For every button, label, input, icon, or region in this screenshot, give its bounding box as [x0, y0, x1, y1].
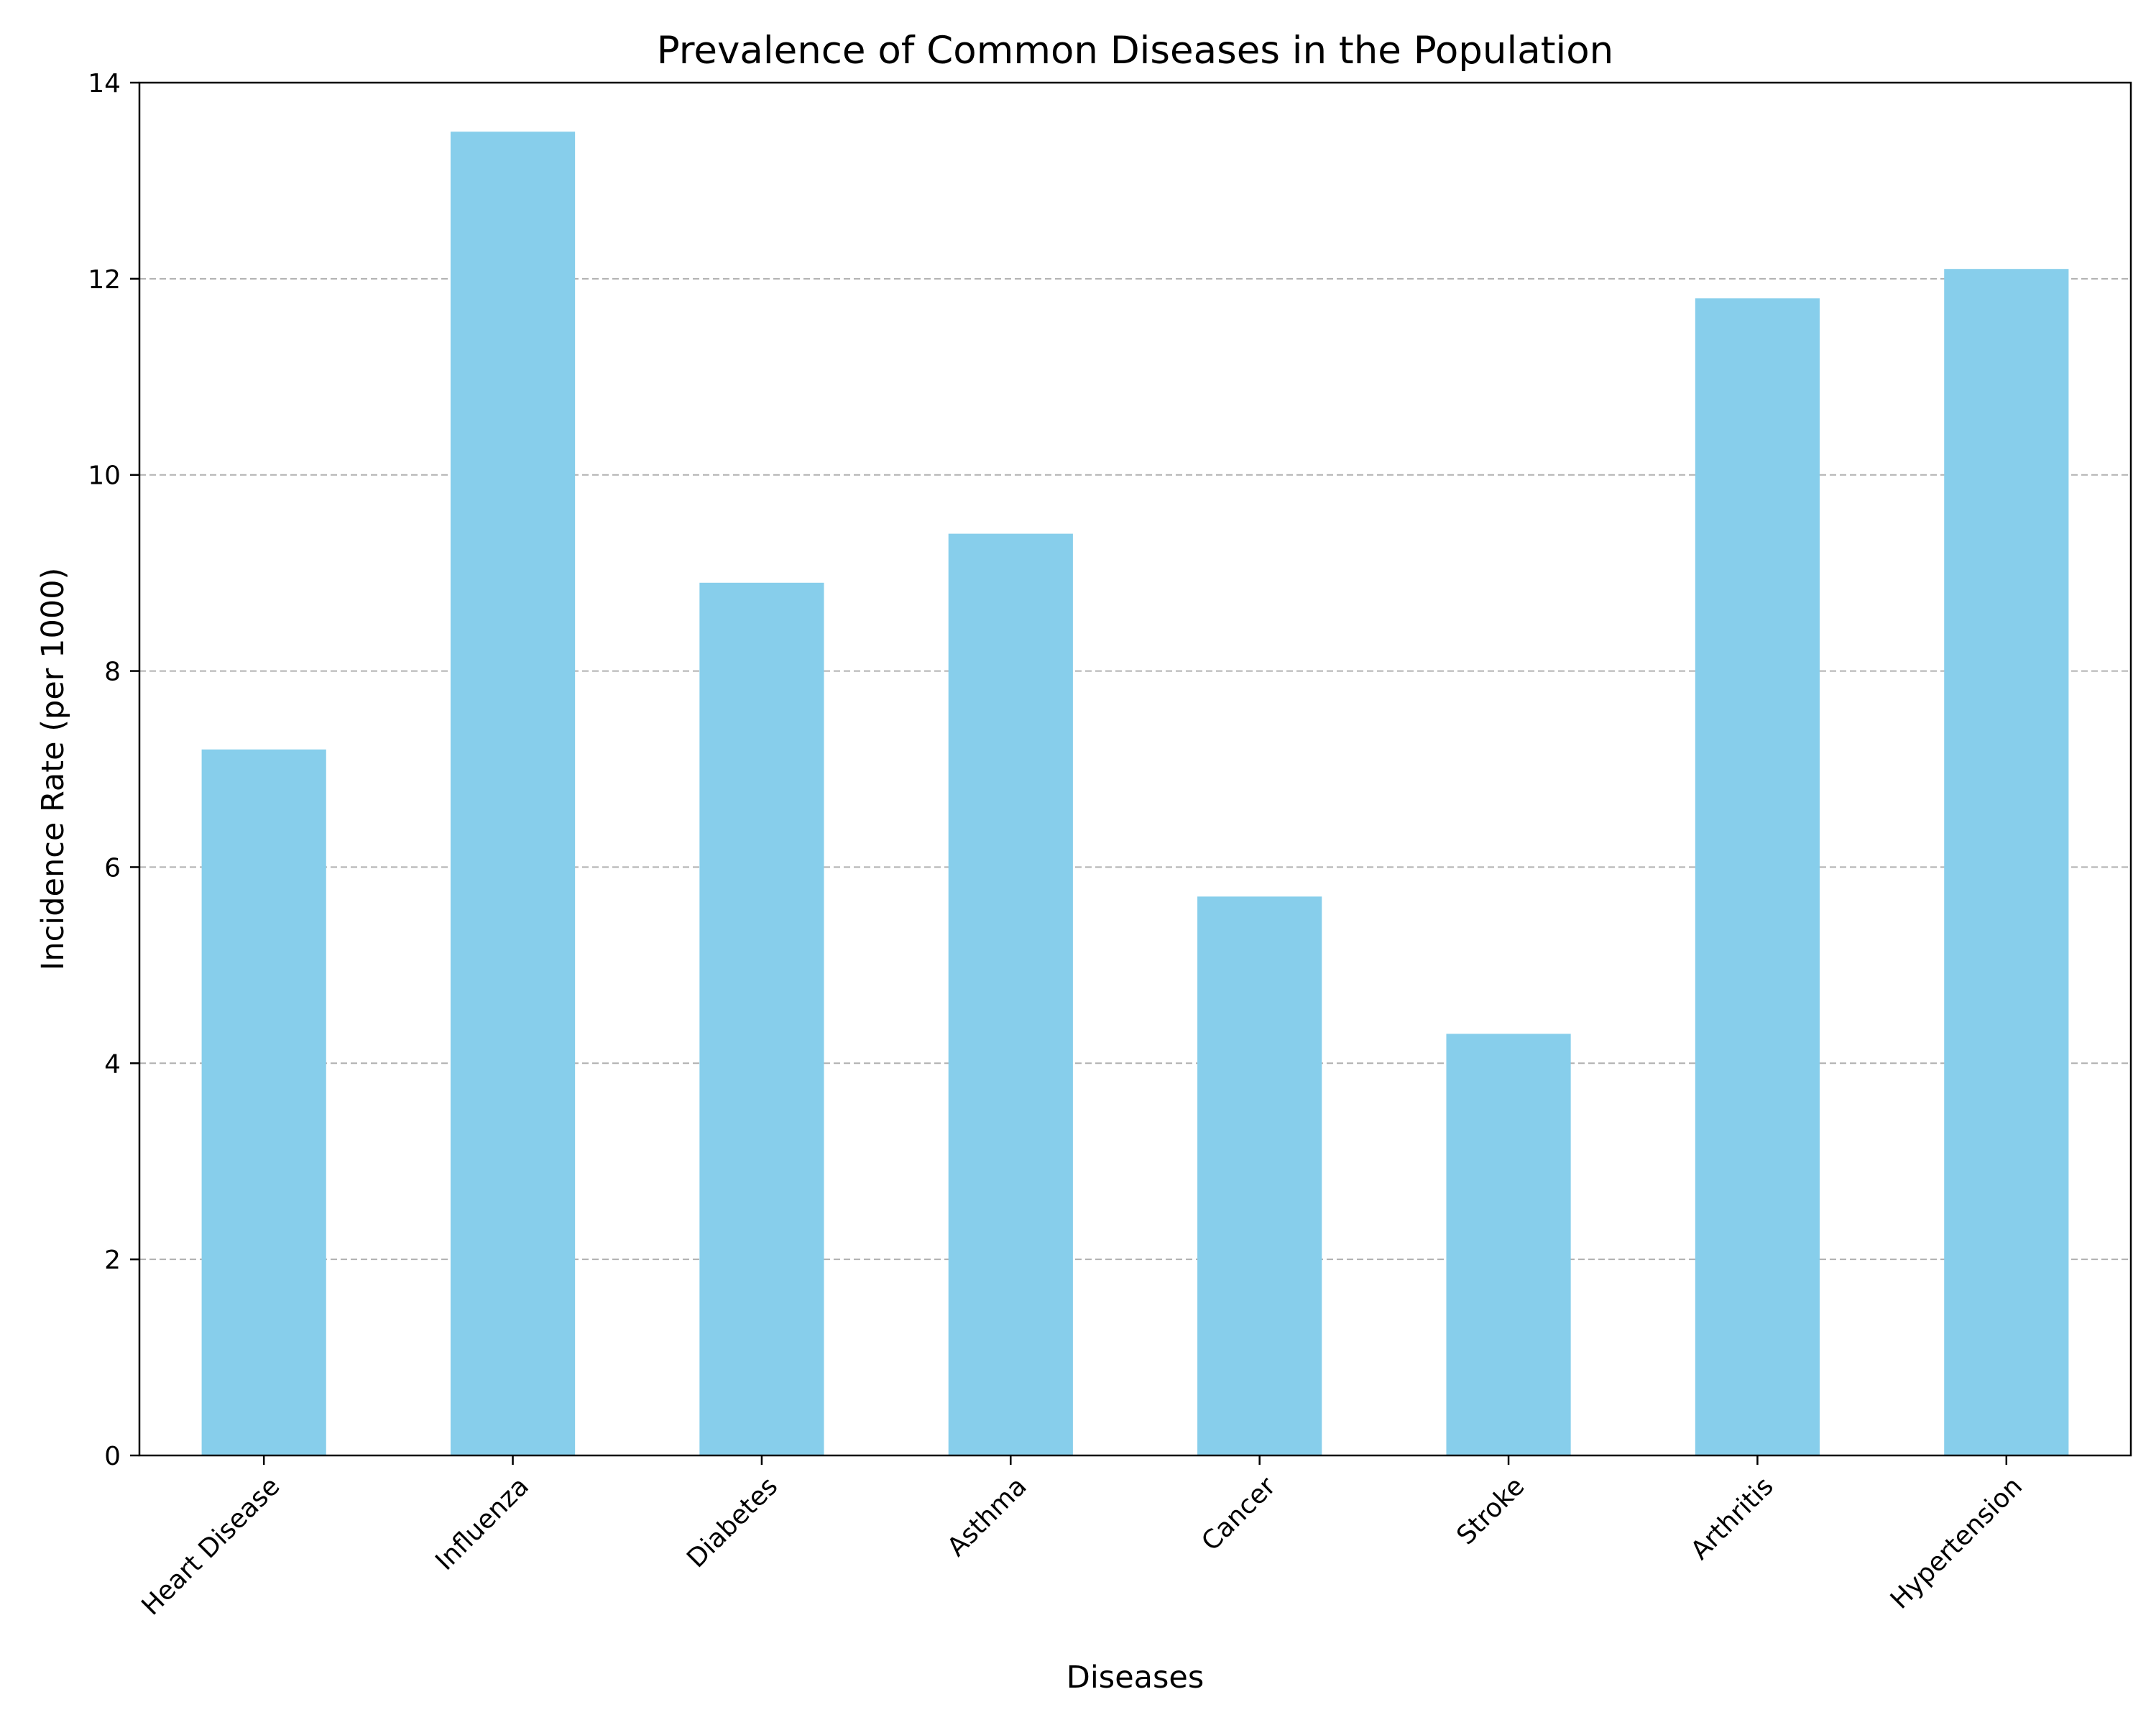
chart-title: Prevalence of Common Diseases in the Pop…	[657, 29, 1613, 73]
y-tick-label: 8	[104, 658, 121, 687]
bar	[201, 749, 326, 1455]
y-tick-label: 4	[104, 1049, 121, 1079]
y-tick-label: 2	[104, 1246, 121, 1275]
y-ticks: 0 2 4 6 8 10 12 14	[88, 69, 139, 1471]
bar	[1695, 298, 1820, 1456]
axes-frame	[138, 81, 2132, 1457]
y-tick-label: 14	[88, 69, 121, 98]
bars	[201, 132, 2069, 1456]
bar	[1197, 896, 1322, 1455]
y-tick-label: 10	[88, 461, 121, 491]
y-tick-label: 0	[104, 1442, 121, 1471]
bar	[1446, 1034, 1571, 1455]
y-tick-label: 6	[104, 853, 121, 883]
x-axis-label: Diseases	[1067, 1660, 1204, 1696]
bar	[948, 533, 1073, 1455]
y-tick-label: 12	[88, 265, 121, 295]
y-axis-label: Incidence Rate (per 1000)	[35, 568, 71, 971]
bar	[450, 132, 576, 1456]
bar	[1944, 269, 2069, 1455]
bar	[699, 582, 824, 1456]
